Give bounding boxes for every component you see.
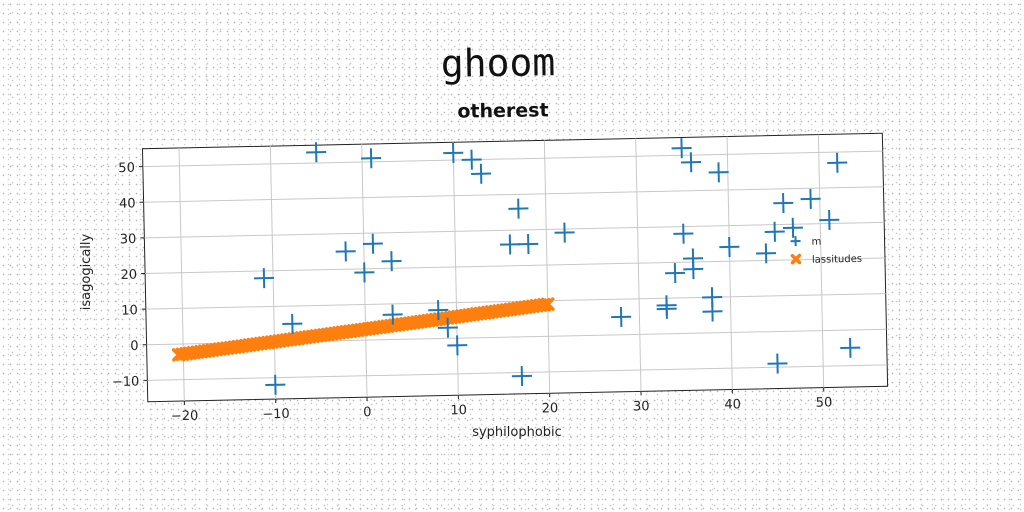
m-point [508,198,529,219]
m-point [764,221,785,242]
m-point [518,234,539,255]
m-point [437,317,458,338]
m-point [800,188,821,209]
legend-plus-icon [790,236,801,247]
m-point [362,233,383,254]
m-point [265,374,286,395]
y-tick-label: 30 [120,232,137,247]
y-tick-label: 10 [121,303,138,318]
x-tick-label: 10 [450,403,467,418]
m-point [335,241,356,262]
y-tick-label: 40 [119,196,136,211]
grid-line-y [145,257,885,274]
m-point [767,353,788,374]
m-point [782,217,803,238]
grid-line-x [543,140,551,394]
grid-line-x [269,146,277,400]
y-tick-label: 50 [118,161,135,176]
m-point [282,313,303,334]
grid-line-y [147,364,888,381]
y-axis-label: isagogically [79,233,94,310]
m-point [656,298,677,319]
m-point [773,193,794,214]
m-point [382,304,403,325]
y-tick-label: −10 [112,375,140,391]
grid-line-y [145,293,886,310]
legend-label-m: m [811,237,821,248]
x-tick-label: 40 [724,397,741,412]
m-point [443,142,464,163]
m-point [361,148,382,169]
grid-line-y [142,150,883,168]
legend-marker-lassitudes [790,253,802,265]
x-axis-ticks: −20 −10 0 10 20 30 40 50 [171,387,833,425]
lassitudes-point [537,297,551,312]
m-point [683,248,704,269]
x-tick-label: 30 [633,399,650,414]
y-axis-ticks: −10 0 10 20 30 40 50 [112,161,148,391]
x-axis-label: syphilophobic [472,425,562,440]
legend: m lassitudes [790,236,862,266]
data-marks [171,138,861,395]
m-point [471,163,492,184]
chart-title: ghoom [441,40,556,86]
grid-line-x [726,136,733,390]
x-tick-label: −20 [171,409,199,425]
m-point [499,234,521,255]
m-point [354,262,375,283]
plot-area: −20 −10 0 10 20 30 40 50 −10 0 10 20 30 40 50 m lassi… [112,132,889,425]
m-point [611,306,632,327]
legend-label-lassitudes: lassitudes [812,254,862,266]
grid [142,134,888,401]
m-point [461,149,482,170]
grid-line-x [635,138,642,392]
m-point [819,209,840,230]
m-point [827,152,848,173]
legend-marker-m [790,236,801,247]
m-point [554,222,575,243]
lassitudes-point [540,297,555,312]
x-tick-label: 0 [363,405,372,420]
grid-line-y [144,221,885,239]
m-point [840,337,861,358]
m-point [756,243,777,264]
m-point [253,268,275,289]
x-tick-label: 50 [816,395,833,410]
x-tick-label: −10 [262,407,290,423]
m-point [511,366,532,387]
x-tick-label: 20 [542,401,559,416]
plot-frame [141,132,889,403]
m-point [719,236,740,257]
m-point [447,335,468,356]
m-point [681,152,702,173]
chart-subtitle: otherest [457,99,549,122]
m-point [671,138,692,159]
grid-line-y [143,186,884,203]
m-point [673,223,694,244]
y-tick-label: 0 [130,339,139,354]
m-point [428,300,449,321]
m-point [702,301,723,322]
grid-line-x [817,134,825,388]
legend-x-icon [790,253,802,265]
m-point [306,142,327,163]
m-point [665,263,686,284]
m-point [708,162,729,183]
m-point [381,251,402,272]
y-tick-label: 20 [120,268,137,283]
